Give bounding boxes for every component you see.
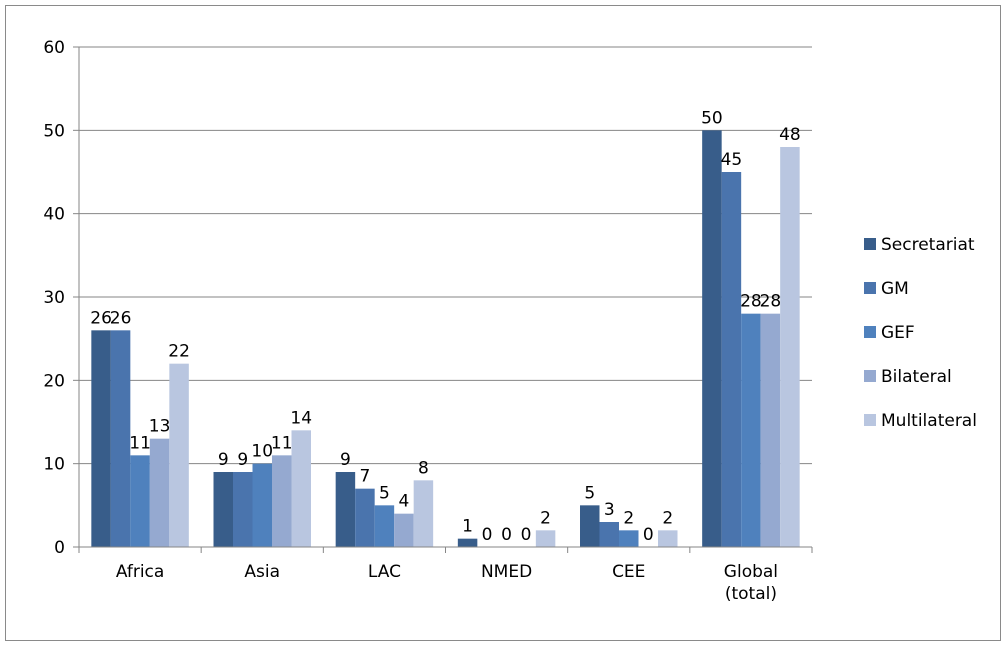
y-tick-label: 0 xyxy=(54,538,65,558)
bar xyxy=(702,130,722,547)
data-label: 9 xyxy=(218,450,229,470)
data-label: 4 xyxy=(399,492,410,512)
data-label: 26 xyxy=(90,308,112,328)
bar xyxy=(658,530,678,547)
bar xyxy=(252,463,272,547)
data-label: 3 xyxy=(604,500,615,520)
bar xyxy=(233,472,253,547)
data-label: 50 xyxy=(701,108,723,128)
data-label: 9 xyxy=(340,450,351,470)
x-tick-label: Africa xyxy=(116,562,165,582)
data-label: 26 xyxy=(110,308,132,328)
data-label: 0 xyxy=(643,525,654,545)
legend-swatch xyxy=(864,370,876,382)
bar xyxy=(535,530,556,547)
bar xyxy=(149,438,170,547)
bar xyxy=(580,505,600,547)
x-tick-label: LAC xyxy=(368,562,401,582)
chart-frame: 0 10 20 30 40 50 60 Africa Asia LAC NMED CEE Global… xyxy=(5,5,1001,641)
x-axis-tick-labels: Africa Asia LAC NMED CEE Global (total) xyxy=(116,562,778,604)
bar xyxy=(169,363,189,547)
data-label: 5 xyxy=(584,483,595,503)
legend-label: Secretariat xyxy=(881,235,975,255)
y-tick-label: 20 xyxy=(43,371,65,391)
y-axis-tick-labels: 0 10 20 30 40 50 60 xyxy=(43,38,65,558)
legend-swatch xyxy=(864,326,876,338)
data-label: 2 xyxy=(540,508,551,528)
bar xyxy=(335,472,356,547)
data-label: 28 xyxy=(760,292,782,312)
data-label: 11 xyxy=(129,433,151,453)
data-label: 5 xyxy=(379,483,390,503)
data-label: 0 xyxy=(521,525,532,545)
legend-swatch xyxy=(864,414,876,426)
legend-label: GM xyxy=(881,279,909,299)
x-tick-label: NMED xyxy=(481,562,532,582)
data-label: 48 xyxy=(779,125,801,145)
bar xyxy=(291,430,311,547)
data-label: 22 xyxy=(168,342,190,362)
gridlines xyxy=(79,46,812,465)
y-tick-label: 30 xyxy=(43,288,65,308)
data-label: 13 xyxy=(149,417,171,437)
data-label: 1 xyxy=(462,517,473,537)
data-label: 8 xyxy=(418,458,429,478)
x-tick-label: Asia xyxy=(244,562,280,582)
axes xyxy=(73,46,813,553)
bar xyxy=(91,330,111,547)
data-label: 45 xyxy=(721,150,743,170)
data-label: 0 xyxy=(501,525,512,545)
bar xyxy=(457,538,478,547)
bar xyxy=(619,530,639,547)
bar xyxy=(374,505,395,547)
legend-label: GEF xyxy=(881,323,915,343)
y-tick-label: 40 xyxy=(43,205,65,225)
bar xyxy=(130,455,150,547)
x-tick-label: Global (total) xyxy=(724,562,778,604)
legend-swatch xyxy=(864,282,876,294)
data-label: 28 xyxy=(740,292,762,312)
bar xyxy=(780,147,800,547)
data-label: 2 xyxy=(662,508,673,528)
bar xyxy=(394,513,414,547)
bar xyxy=(721,172,742,547)
bar xyxy=(110,330,131,547)
legend-label: Multilateral xyxy=(881,411,977,431)
data-label: 2 xyxy=(623,508,634,528)
legend-swatch xyxy=(864,238,876,250)
data-label: 7 xyxy=(360,467,371,487)
x-tick-label: CEE xyxy=(612,562,645,582)
bar xyxy=(599,522,619,547)
data-label: 10 xyxy=(251,442,273,462)
bar xyxy=(272,455,292,547)
bars xyxy=(91,130,800,547)
bar xyxy=(741,313,761,547)
data-label: 11 xyxy=(271,433,293,453)
bar xyxy=(355,488,375,547)
y-tick-label: 10 xyxy=(43,455,65,475)
legend: Secretariat GM GEF Bilateral Multilateral xyxy=(864,235,977,431)
data-label: 14 xyxy=(290,408,312,428)
y-tick-label: 60 xyxy=(43,38,65,58)
bar xyxy=(760,313,781,547)
y-tick-label: 50 xyxy=(43,121,65,141)
bar xyxy=(213,472,233,547)
data-label: 9 xyxy=(237,450,248,470)
bar xyxy=(413,480,434,547)
legend-label: Bilateral xyxy=(881,367,952,387)
data-label: 0 xyxy=(482,525,493,545)
